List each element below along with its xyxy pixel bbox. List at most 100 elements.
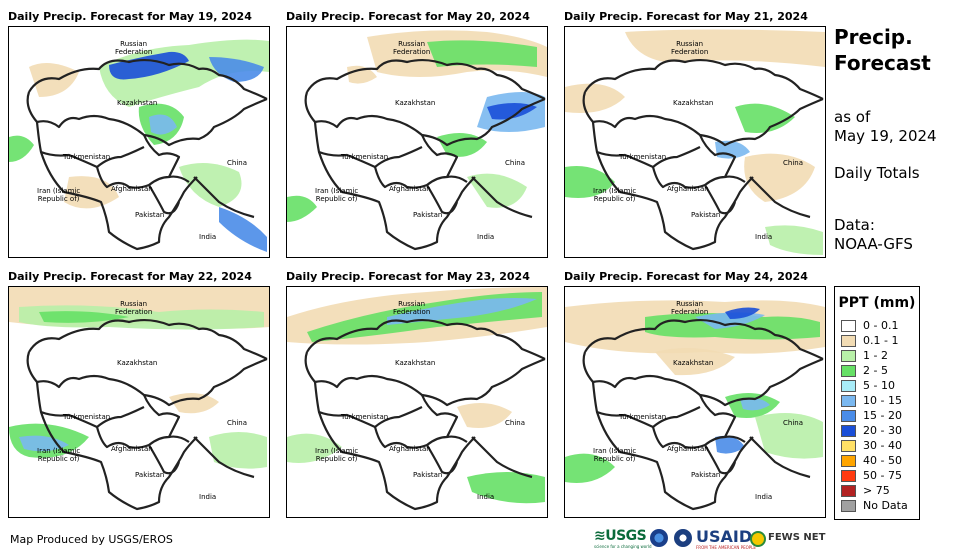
country-label-pakistan: Pakistan <box>135 211 165 219</box>
country-label-turkmenistan: Turkmenistan <box>619 413 667 421</box>
precip-area <box>9 135 34 162</box>
country-label-india: India <box>199 233 217 241</box>
country-label-india: India <box>477 493 495 501</box>
country-border <box>698 394 737 438</box>
country-border <box>749 176 811 219</box>
legend-swatch <box>841 365 856 377</box>
country-border <box>317 411 476 511</box>
credit-text: Map Produced by USGS/EROS <box>10 533 173 546</box>
country-label-turkmenistan: Turkmenistan <box>63 413 111 421</box>
country-label-iran: Iran (Islamic Republic of) <box>315 447 359 463</box>
precip-area <box>169 393 219 414</box>
legend-item: 15 - 20 <box>841 409 919 423</box>
panel-title: Daily Precip. Forecast for May 20, 2024 <box>286 10 530 23</box>
country-label-russia: Russian Federation <box>393 300 431 316</box>
side-date: May 19, 2024 <box>834 127 937 145</box>
country-border <box>420 394 459 438</box>
legend-item: 0.1 - 1 <box>841 334 919 348</box>
country-label-russia: Russian Federation <box>393 40 431 56</box>
precip-map: Russian Federation Kazakhstan Turkmenistan C… <box>8 286 270 518</box>
country-label-kazakhstan: Kazakhstan <box>117 359 158 367</box>
legend-item: 50 - 75 <box>841 469 919 483</box>
noaa-icon <box>650 529 668 547</box>
country-border <box>306 58 546 100</box>
country-label-india: India <box>477 233 495 241</box>
map-svg <box>287 30 547 251</box>
legend-label: 10 - 15 <box>863 394 902 407</box>
panel-title: Daily Precip. Forecast for May 22, 2024 <box>8 270 252 283</box>
country-label-iran: Iran (Islamic Republic of) <box>593 187 637 203</box>
panel-title: Daily Precip. Forecast for May 23, 2024 <box>286 270 530 283</box>
country-border <box>373 426 468 449</box>
country-label-russia: Russian Federation <box>115 300 153 316</box>
precip-area <box>735 103 795 133</box>
legend-label: 1 - 2 <box>863 349 888 362</box>
side-title: Precip. Forecast <box>834 25 931 75</box>
legend-item: 40 - 50 <box>841 454 919 468</box>
country-border <box>95 166 190 189</box>
legend-label: 40 - 50 <box>863 454 902 467</box>
map-svg <box>565 300 825 511</box>
legend-label: 2 - 5 <box>863 364 888 377</box>
country-label-afghanistan: Afghanistan <box>111 445 153 453</box>
country-label-china: China <box>783 159 803 167</box>
map-svg <box>9 39 269 252</box>
country-label-pakistan: Pakistan <box>413 471 443 479</box>
precip-area <box>744 153 815 202</box>
precip-area <box>19 305 264 330</box>
panel-title: Daily Precip. Forecast for May 24, 2024 <box>564 270 808 283</box>
legend-title: PPT (mm) <box>838 295 916 311</box>
side-source: NOAA-GFS <box>834 235 913 253</box>
country-border <box>306 318 546 360</box>
country-border <box>373 166 468 189</box>
usgs-logo: ≋USGS <box>594 528 647 544</box>
country-label-kazakhstan: Kazakhstan <box>395 99 436 107</box>
legend-item: 0 - 0.1 <box>841 319 919 333</box>
precip-area <box>149 114 177 135</box>
legend-swatch <box>841 350 856 362</box>
precip-map: Russian Federation Kazakhstan Turkmenistan C… <box>286 286 548 518</box>
country-label-afghanistan: Afghanistan <box>389 445 431 453</box>
country-label-turkmenistan: Turkmenistan <box>341 413 389 421</box>
country-border <box>426 184 459 215</box>
country-border <box>28 58 268 100</box>
precip-area <box>99 39 269 107</box>
side-as-of: as of <box>834 108 871 126</box>
country-label-china: China <box>505 419 525 427</box>
country-label-russia: Russian Federation <box>671 40 709 56</box>
precip-area <box>29 63 79 97</box>
precip-map: Russian Federation Kazakhstan Turkmenistan C… <box>564 26 826 258</box>
precip-area <box>565 453 615 483</box>
legend-item: 5 - 10 <box>841 379 919 393</box>
precip-area <box>565 83 625 113</box>
country-border <box>28 318 268 360</box>
legend-label: No Data <box>863 499 908 512</box>
legend-label: 5 - 10 <box>863 379 895 392</box>
country-label-kazakhstan: Kazakhstan <box>673 359 714 367</box>
country-border <box>317 151 476 251</box>
legend-label: 20 - 30 <box>863 424 902 437</box>
country-label-iran: Iran (Islamic Republic of) <box>37 187 81 203</box>
precip-area <box>219 207 267 252</box>
precip-area <box>625 29 825 67</box>
legend-swatch <box>841 485 856 497</box>
country-label-china: China <box>505 159 525 167</box>
legend-label: > 75 <box>863 484 890 497</box>
precip-area <box>179 163 242 207</box>
country-label-india: India <box>755 233 773 241</box>
fewsnet-icon <box>750 531 766 547</box>
legend-swatch <box>841 380 856 392</box>
country-label-pakistan: Pakistan <box>413 211 443 219</box>
legend-swatch <box>841 455 856 467</box>
precip-area <box>457 403 512 428</box>
precip-area <box>467 472 545 504</box>
country-label-russia: Russian Federation <box>671 300 709 316</box>
country-border <box>95 426 190 449</box>
country-border <box>595 151 754 251</box>
country-border <box>313 121 423 169</box>
agency-logos: ≋USGS science for a changing world USAID… <box>594 526 830 552</box>
forecast-panel: Daily Precip. Forecast for May 22, 2024 R… <box>8 270 270 518</box>
side-data-label: Data: <box>834 216 875 234</box>
country-border <box>313 381 423 429</box>
country-border <box>193 176 255 219</box>
